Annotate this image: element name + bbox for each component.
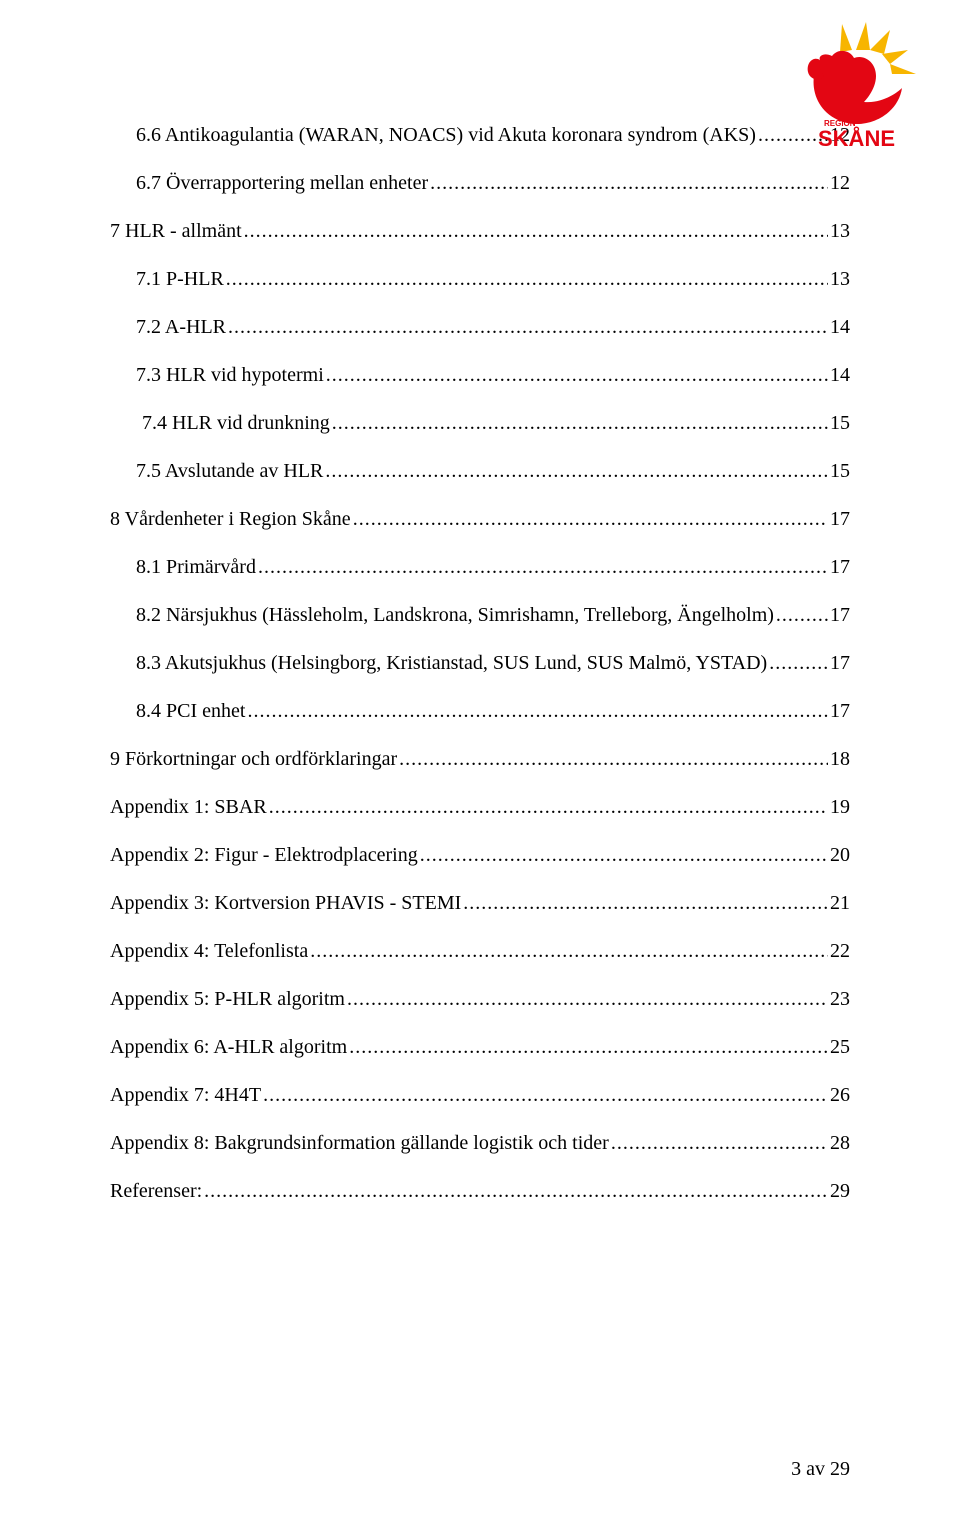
toc-entry: Appendix 2: Figur - Elektrodplacering 20 <box>110 840 850 870</box>
toc-entry-page: 14 <box>830 360 850 390</box>
toc-entry-label: 7.1 P-HLR <box>136 264 224 294</box>
toc-entry: 7.4 HLR vid drunkning 15 <box>110 408 850 438</box>
toc-entry: 7.5 Avslutande av HLR 15 <box>110 456 850 486</box>
toc-leader-dots <box>399 744 828 774</box>
toc-entry-page: 18 <box>830 744 850 774</box>
toc-entry-label: 7.4 HLR vid drunkning <box>142 408 330 438</box>
toc-entry-page: 17 <box>830 552 850 582</box>
toc-entry: 8.1 Primärvård 17 <box>110 552 850 582</box>
toc-entry-label: Appendix 8: Bakgrundsinformation gälland… <box>110 1128 609 1158</box>
toc-entry: 7.3 HLR vid hypotermi 14 <box>110 360 850 390</box>
toc-entry-page: 13 <box>830 264 850 294</box>
toc-entry-label: 8.2 Närsjukhus (Hässleholm, Landskrona, … <box>136 600 774 630</box>
toc-entry-label: 7.3 HLR vid hypotermi <box>136 360 324 390</box>
toc-leader-dots <box>349 1032 828 1062</box>
toc-leader-dots <box>769 648 828 678</box>
toc-leader-dots <box>228 312 828 342</box>
toc-entry: Appendix 7: 4H4T 26 <box>110 1080 850 1110</box>
toc-entry: 8 Vårdenheter i Region Skåne 17 <box>110 504 850 534</box>
toc-entry: Appendix 4: Telefonlista 22 <box>110 936 850 966</box>
region-skane-logo: REGION SKÅNE <box>790 20 920 150</box>
toc-entry: 6.7 Överrapportering mellan enheter 12 <box>110 168 850 198</box>
toc-leader-dots <box>247 696 828 726</box>
toc-entry: 8.2 Närsjukhus (Hässleholm, Landskrona, … <box>110 600 850 630</box>
toc-entry-page: 17 <box>830 696 850 726</box>
toc-entry-page: 17 <box>830 504 850 534</box>
toc-entry-label: Referenser: <box>110 1176 202 1206</box>
page-footer: 3 av 29 <box>791 1458 850 1481</box>
toc-entry-page: 15 <box>830 456 850 486</box>
toc-leader-dots <box>310 936 828 966</box>
toc-leader-dots <box>332 408 828 438</box>
toc-entry: 6.6 Antikoagulantia (WARAN, NOACS) vid A… <box>110 120 850 150</box>
table-of-contents: 6.6 Antikoagulantia (WARAN, NOACS) vid A… <box>110 120 850 1206</box>
toc-entry-label: Appendix 6: A-HLR algoritm <box>110 1032 347 1062</box>
toc-entry-page: 21 <box>830 888 850 918</box>
toc-entry-label: 7.5 Avslutande av HLR <box>136 456 323 486</box>
toc-entry-label: Appendix 1: SBAR <box>110 792 267 822</box>
toc-entry-page: 22 <box>830 936 850 966</box>
toc-entry: Appendix 3: Kortversion PHAVIS - STEMI 2… <box>110 888 850 918</box>
toc-leader-dots <box>347 984 828 1014</box>
toc-entry-page: 28 <box>830 1128 850 1158</box>
toc-entry: 9 Förkortningar och ordförklaringar 18 <box>110 744 850 774</box>
toc-entry-label: Appendix 4: Telefonlista <box>110 936 308 966</box>
toc-leader-dots <box>263 1080 828 1110</box>
toc-leader-dots <box>226 264 828 294</box>
toc-entry-page: 20 <box>830 840 850 870</box>
toc-leader-dots <box>326 360 828 390</box>
toc-entry: 7.2 A-HLR 14 <box>110 312 850 342</box>
toc-entry-label: Appendix 2: Figur - Elektrodplacering <box>110 840 418 870</box>
toc-entry-label: 8.3 Akutsjukhus (Helsingborg, Kristianst… <box>136 648 767 678</box>
toc-entry-label: Appendix 3: Kortversion PHAVIS - STEMI <box>110 888 461 918</box>
toc-entry: Appendix 6: A-HLR algoritm 25 <box>110 1032 850 1062</box>
toc-entry-label: 8.1 Primärvård <box>136 552 256 582</box>
toc-entry-label: 7.2 A-HLR <box>136 312 226 342</box>
toc-entry: Referenser: 29 <box>110 1176 850 1206</box>
toc-leader-dots <box>420 840 828 870</box>
toc-entry-label: 9 Förkortningar och ordförklaringar <box>110 744 397 774</box>
toc-entry-page: 19 <box>830 792 850 822</box>
toc-entry-label: 6.7 Överrapportering mellan enheter <box>136 168 428 198</box>
toc-entry-page: 29 <box>830 1176 850 1206</box>
toc-entry-page: 12 <box>830 168 850 198</box>
toc-entry-page: 23 <box>830 984 850 1014</box>
toc-entry-page: 17 <box>830 600 850 630</box>
toc-leader-dots <box>204 1176 828 1206</box>
toc-entry-page: 26 <box>830 1080 850 1110</box>
toc-entry: 7.1 P-HLR 13 <box>110 264 850 294</box>
toc-entry-page: 25 <box>830 1032 850 1062</box>
toc-leader-dots <box>430 168 828 198</box>
toc-entry-label: Appendix 5: P-HLR algoritm <box>110 984 345 1014</box>
toc-leader-dots <box>611 1128 828 1158</box>
toc-entry-label: Appendix 7: 4H4T <box>110 1080 261 1110</box>
toc-leader-dots <box>353 504 828 534</box>
toc-leader-dots <box>325 456 828 486</box>
toc-leader-dots <box>258 552 828 582</box>
toc-leader-dots <box>244 216 828 246</box>
toc-entry: Appendix 5: P-HLR algoritm 23 <box>110 984 850 1014</box>
toc-entry: 7 HLR - allmänt 13 <box>110 216 850 246</box>
toc-entry: 8.3 Akutsjukhus (Helsingborg, Kristianst… <box>110 648 850 678</box>
toc-entry-page: 15 <box>830 408 850 438</box>
toc-entry-label: 8 Vårdenheter i Region Skåne <box>110 504 351 534</box>
toc-entry: Appendix 1: SBAR 19 <box>110 792 850 822</box>
toc-entry: Appendix 8: Bakgrundsinformation gälland… <box>110 1128 850 1158</box>
page: REGION SKÅNE 6.6 Antikoagulantia (WARAN,… <box>0 0 960 1529</box>
toc-leader-dots <box>776 600 828 630</box>
toc-entry: 8.4 PCI enhet 17 <box>110 696 850 726</box>
toc-entry-page: 14 <box>830 312 850 342</box>
hand-icon <box>808 51 902 124</box>
toc-entry-page: 17 <box>830 648 850 678</box>
logo-skane-text: SKÅNE <box>818 125 895 150</box>
toc-entry-page: 13 <box>830 216 850 246</box>
toc-entry-label: 6.6 Antikoagulantia (WARAN, NOACS) vid A… <box>136 120 756 150</box>
toc-entry-label: 7 HLR - allmänt <box>110 216 242 246</box>
toc-leader-dots <box>463 888 828 918</box>
toc-entry-label: 8.4 PCI enhet <box>136 696 245 726</box>
toc-leader-dots <box>269 792 828 822</box>
